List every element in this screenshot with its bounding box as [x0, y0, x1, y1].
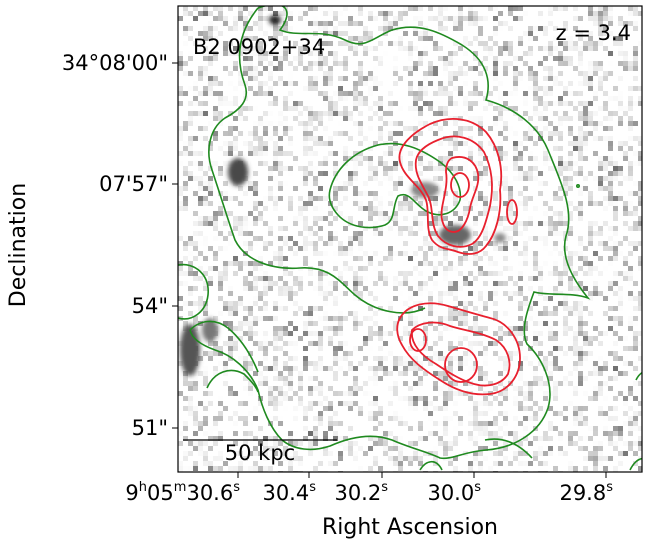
x-tick-label-29-8: 29.8s — [559, 480, 613, 505]
scale-bar-label: 50 kpc — [225, 441, 295, 465]
source-label: B2 0902+34 — [193, 35, 325, 59]
x-axis-label: Right Ascension — [322, 515, 498, 540]
x-tick-label-30-0: 30.0s — [427, 480, 481, 505]
x-axis — [237, 472, 607, 478]
red-contours — [396, 117, 521, 396]
y-tick-label: 51" — [132, 416, 168, 440]
image-panel — [178, 6, 642, 472]
noise-pixels — [178, 6, 642, 472]
y-tick-label: 07'57" — [99, 172, 168, 196]
x-tick-label-30-2: 30.2s — [334, 480, 388, 505]
plot-frame — [177, 5, 643, 473]
y-tick-label: 34°08'00" — [62, 51, 168, 75]
y-axis-label: Declination — [6, 183, 31, 307]
y-tick-label: 54" — [132, 294, 168, 318]
y-axis — [172, 62, 178, 429]
x-tick-label-30-6: 9h05m30.6s — [125, 480, 240, 505]
redshift-label: z = 3.4 — [556, 21, 631, 45]
x-tick-label-30-4: 30.4s — [262, 480, 316, 505]
